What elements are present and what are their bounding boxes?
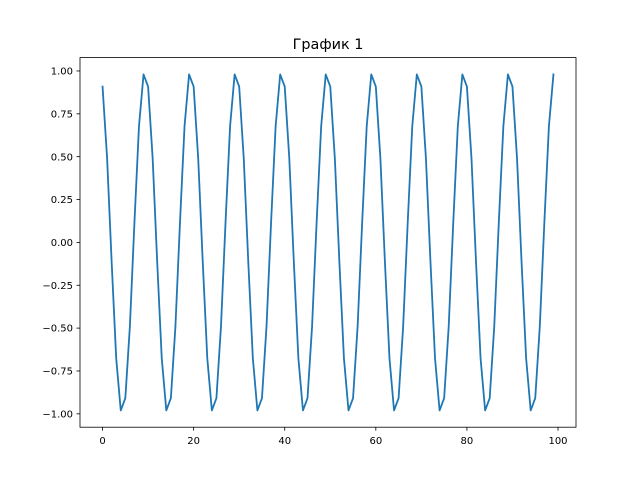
chart-title: График 1: [293, 37, 364, 53]
x-tick-label: 40: [278, 436, 291, 447]
y-tick-label: −0.50: [42, 324, 73, 335]
x-tick-label: 60: [369, 436, 382, 447]
y-tick-label: 0.75: [51, 109, 73, 120]
y-tick-label: −0.25: [42, 281, 73, 292]
y-tick-label: 0.00: [51, 238, 73, 249]
x-tick-label: 20: [187, 436, 200, 447]
y-tick-label: 0.25: [51, 195, 73, 206]
x-axis: 0 20 40 60 80 100: [99, 427, 568, 447]
axes-frame: [79, 57, 577, 428]
y-tick-label: −0.75: [42, 367, 73, 378]
y-tick-label: 1.00: [51, 67, 73, 78]
y-tick-label: −1.00: [42, 409, 73, 420]
x-tick-label: 80: [461, 436, 474, 447]
y-tick-label: 0.50: [51, 152, 73, 163]
x-tick-label: 100: [548, 436, 567, 447]
x-tick-label: 0: [99, 436, 105, 447]
y-axis: 1.00 0.75 0.50 0.25 0.00 −0.25 −0.50 −0.75 −1.00: [42, 67, 80, 420]
series-line: [101, 73, 555, 412]
